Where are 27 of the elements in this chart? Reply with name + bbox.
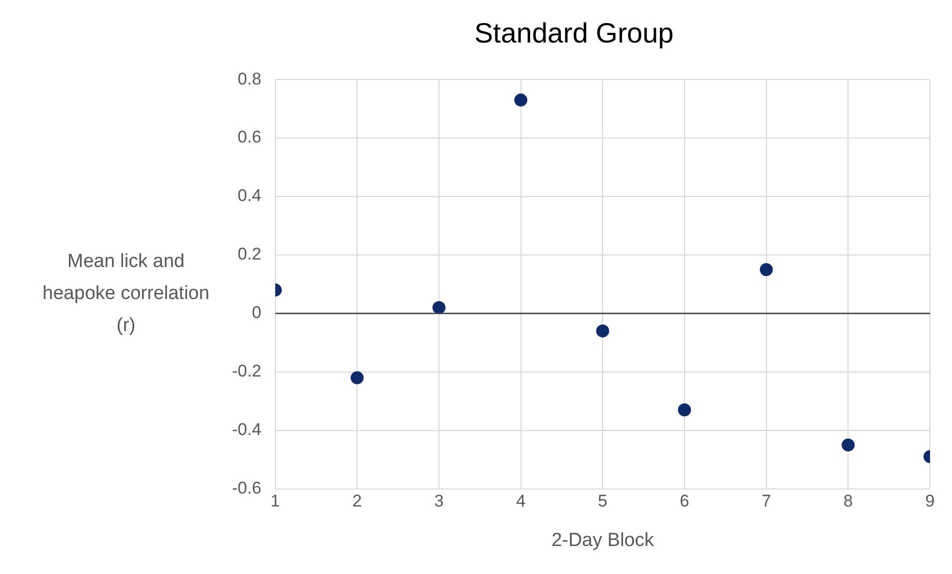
point [432,301,446,314]
point [514,94,528,107]
x-axis-title: 2-Day Block [551,530,654,551]
y-tick-label: -0.2 [232,362,262,381]
y-tick-label: -0.6 [232,478,262,498]
x-tick-label: 6 [680,492,690,511]
y-tick-label: 0.8 [238,69,262,88]
x-tick-label: 1 [270,492,280,511]
point [760,263,773,276]
point [678,403,691,416]
x-tick-label: 7 [762,492,772,511]
x-tick-label: 2 [352,492,362,511]
point [842,438,855,452]
point [596,324,610,338]
point [350,371,364,384]
y-axis-title: Mean lick and heapoke correlation (r) [42,250,210,338]
chart-title: Standard Group [474,18,674,49]
x-tick-label: 5 [598,492,608,511]
x-tick-label: 4 [516,492,526,511]
x-tick-label: 8 [843,492,853,511]
y-tick-label: 0 [252,303,262,322]
x-tick-label: 9 [925,492,935,511]
y-tick-label: 0.6 [238,128,262,147]
y-tick-label: 0.4 [238,186,262,206]
x-tick-label: 3 [434,492,444,511]
y-tick-label: 0.2 [238,244,262,264]
y-tick-label: -0.4 [232,420,262,440]
